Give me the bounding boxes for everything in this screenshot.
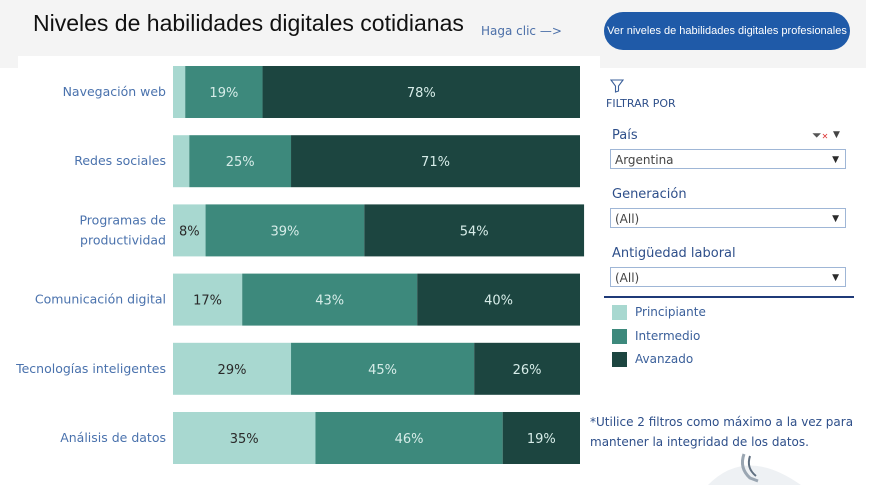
data-label: 54% — [460, 224, 489, 239]
bar-segment-principiante[interactable] — [173, 135, 190, 188]
bar-segment-intermedio[interactable] — [189, 135, 292, 188]
data-label: 17% — [193, 294, 222, 309]
legend-label: Avanzado — [635, 352, 694, 366]
legend-swatch — [612, 329, 627, 344]
generation-select-value: (All) — [615, 212, 640, 226]
clear-filter-icon[interactable]: ⏷✕ — [812, 128, 829, 142]
data-label: 39% — [270, 224, 299, 239]
bar-segment-avanzado[interactable] — [262, 66, 580, 118]
bar-segment-avanzado[interactable] — [291, 135, 580, 188]
chevron-down-icon: ▼ — [832, 155, 839, 165]
legend-swatch — [612, 352, 627, 367]
click-hint: Haga clic —> — [481, 24, 562, 38]
generation-filter-label: Generación — [612, 187, 687, 202]
category-label: Análisis de datos — [60, 430, 166, 445]
bar-segment-principiante[interactable] — [173, 66, 186, 118]
country-select-value: Argentina — [615, 153, 674, 167]
bar-segment-intermedio[interactable] — [291, 342, 475, 395]
chevron-down-icon: ▼ — [832, 214, 839, 224]
seniority-select[interactable]: (All) ▼ — [610, 267, 846, 287]
data-label: 78% — [407, 86, 436, 101]
data-label: 8% — [179, 224, 200, 239]
logo-fragment — [708, 453, 801, 485]
bar-segment-intermedio[interactable] — [315, 412, 503, 464]
filter-menu-icon[interactable]: ▼ — [833, 130, 840, 140]
data-label: 71% — [421, 155, 450, 170]
data-label: 43% — [315, 294, 344, 309]
country-select[interactable]: Argentina ▼ — [610, 149, 846, 169]
page-title: Niveles de habilidades digitales cotidia… — [33, 10, 464, 36]
bar-segment-principiante[interactable] — [173, 204, 206, 257]
bar-segment-avanzado[interactable] — [474, 342, 580, 395]
bar-segment-intermedio[interactable] — [205, 204, 365, 257]
professional-skills-button[interactable]: Ver niveles de habilidades digitales pro… — [604, 12, 850, 50]
bar-segment-intermedio[interactable] — [242, 273, 418, 326]
category-label: Navegación web — [63, 84, 166, 99]
legend-label: Intermedio — [635, 329, 701, 343]
generation-select[interactable]: (All) ▼ — [610, 208, 846, 228]
legend-label: Principiante — [635, 305, 706, 319]
category-label: Comunicación digital — [35, 292, 166, 307]
bar-segment-principiante[interactable] — [173, 412, 316, 464]
bar-segment-intermedio[interactable] — [185, 66, 263, 118]
data-label: 40% — [484, 294, 513, 309]
bar-segment-avanzado[interactable] — [364, 204, 585, 257]
seniority-select-value: (All) — [615, 271, 640, 285]
data-label: 19% — [209, 86, 238, 101]
filter-icon — [609, 78, 625, 97]
bar-segment-avanzado[interactable] — [502, 412, 580, 464]
country-filter-label: País — [612, 128, 638, 143]
data-label: 29% — [218, 363, 247, 378]
stacked-bar-chart: Navegación web 19% 78% Redes sociales 25% 71%… — [15, 66, 585, 464]
data-label: 25% — [226, 155, 255, 170]
seniority-filter-label: Antigüedad laboral — [612, 246, 736, 261]
legend-swatch — [612, 305, 627, 320]
filter-heading: FILTRAR POR — [606, 97, 676, 110]
bar-segment-principiante[interactable] — [173, 273, 243, 326]
category-label: Programas de productividad — [79, 212, 166, 247]
divider — [604, 296, 854, 298]
data-label: 19% — [527, 432, 556, 447]
filter-note: *Utilice 2 filtros como máximo a la vez … — [590, 415, 854, 449]
data-label: 35% — [230, 432, 259, 447]
category-label: Redes sociales — [74, 153, 166, 168]
bar-segment-avanzado[interactable] — [417, 273, 580, 326]
category-label: Tecnologías inteligentes — [15, 361, 166, 376]
chevron-down-icon: ▼ — [832, 273, 839, 283]
data-label: 45% — [368, 363, 397, 378]
data-label: 26% — [513, 363, 542, 378]
data-label: 46% — [395, 432, 424, 447]
bar-segment-principiante[interactable] — [173, 342, 292, 395]
